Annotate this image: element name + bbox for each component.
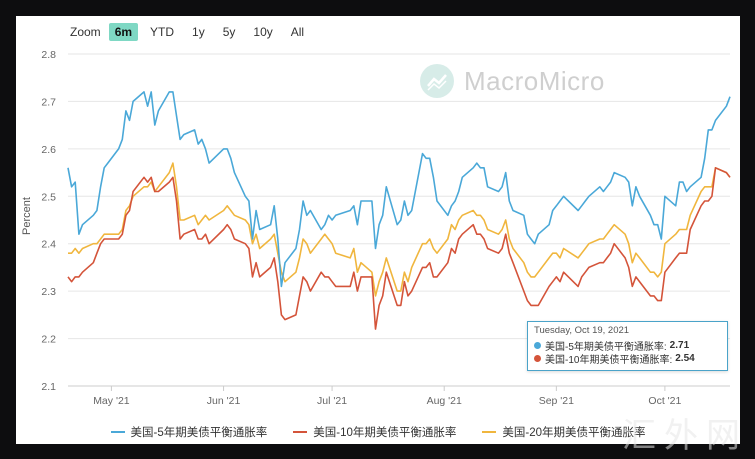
legend-swatch-10y <box>293 431 308 433</box>
legend-item-20y[interactable]: 美国-20年期美债平衡通胀率 <box>482 422 645 442</box>
zoom-label: Zoom <box>70 25 101 39</box>
y-axis-label: Percent <box>21 197 33 235</box>
tooltip-row-5y: 美国-5年期美债平衡通胀率: 2.71 <box>534 339 721 353</box>
x-tick-label: Jun '21 <box>207 395 241 407</box>
series-line-5y <box>67 91 731 288</box>
x-tick-label: Oct '21 <box>648 395 681 407</box>
zoom-1y-button[interactable]: 1y <box>192 25 205 39</box>
corner-watermark: 汇外网 <box>622 416 748 456</box>
tooltip-dot-10y <box>534 355 541 362</box>
y-tick-label: 2.1 <box>41 381 56 393</box>
y-tick-label: 2.4 <box>41 239 56 251</box>
legend-label-20y: 美国-20年期美债平衡通胀率 <box>502 427 646 439</box>
x-tick-label: Sep '21 <box>539 395 574 407</box>
zoom-6m-button[interactable]: 6m <box>108 23 139 41</box>
legend-swatch-5y <box>110 431 125 433</box>
zoom-all-button[interactable]: All <box>290 25 305 39</box>
x-tick-label: May '21 <box>93 395 130 407</box>
series-lines <box>67 91 731 330</box>
y-tick-label: 2.7 <box>41 96 56 108</box>
tooltip-value-5y: 2.71 <box>669 340 690 351</box>
watermark: MacroMicro <box>420 64 605 98</box>
y-tick-label: 2.6 <box>41 144 56 156</box>
legend-item-5y[interactable]: 美国-5年期美债平衡通胀率 <box>110 422 268 442</box>
tooltip-value-10y: 2.54 <box>675 353 695 364</box>
series-line-10y <box>67 167 731 330</box>
legend-swatch-20y <box>482 431 497 433</box>
zoom-ytd-button[interactable]: YTD <box>150 25 175 39</box>
tooltip-row-10y: 美国-10年期美债平衡通胀率: 2.54 <box>534 352 721 366</box>
x-axis: May '21 Jun '21 Jul '21 Aug '21 Sep '21 Oct '… <box>68 385 730 407</box>
zoom-bar: Zoom 6m YTD 1y 5y 10y All <box>16 22 316 42</box>
y-tick-label: 2.5 <box>41 191 56 203</box>
watermark-text: MacroMicro <box>464 65 605 96</box>
chart-frame: Zoom 6m YTD 1y 5y 10y All MacroMicro 2.1… <box>16 16 740 444</box>
macromicro-logo-icon <box>420 64 454 98</box>
tooltip-label-5y: 美国-5年期美债平衡通胀率: <box>545 342 667 353</box>
legend: 美国-5年期美债平衡通胀率 美国-10年期美债平衡通胀率 美国-20年期美债平衡… <box>16 422 740 442</box>
y-tick-label: 2.8 <box>41 49 56 61</box>
zoom-10y-button[interactable]: 10y <box>253 25 273 39</box>
legend-label-5y: 美国-5年期美债平衡通胀率 <box>130 427 268 439</box>
y-tick-label: 2.3 <box>41 286 56 298</box>
line-chart: 2.1 2.2 2.3 2.4 2.5 2.6 2.7 2.8 May '21 Jun '21 J… <box>21 49 731 407</box>
x-tick-label: Jul '21 <box>317 395 347 407</box>
tooltip-date: Tuesday, Oct 19, 2021 <box>534 325 630 336</box>
y-axis: 2.1 2.2 2.3 2.4 2.5 2.6 2.7 2.8 <box>41 49 56 393</box>
x-tick-label: Aug '21 <box>427 395 462 407</box>
zoom-5y-button[interactable]: 5y <box>222 25 236 39</box>
tooltip-dot-5y <box>534 342 541 349</box>
y-tick-label: 2.2 <box>41 334 56 346</box>
tooltip: Tuesday, Oct 19, 2021 美国-5年期美债平衡通胀率: 2.7… <box>527 321 728 371</box>
legend-item-10y[interactable]: 美国-10年期美债平衡通胀率 <box>293 422 456 442</box>
series-line-20y <box>68 162 731 297</box>
legend-label-10y: 美国-10年期美债平衡通胀率 <box>313 427 457 439</box>
tooltip-label-10y: 美国-10年期美债平衡通胀率: <box>545 355 673 366</box>
